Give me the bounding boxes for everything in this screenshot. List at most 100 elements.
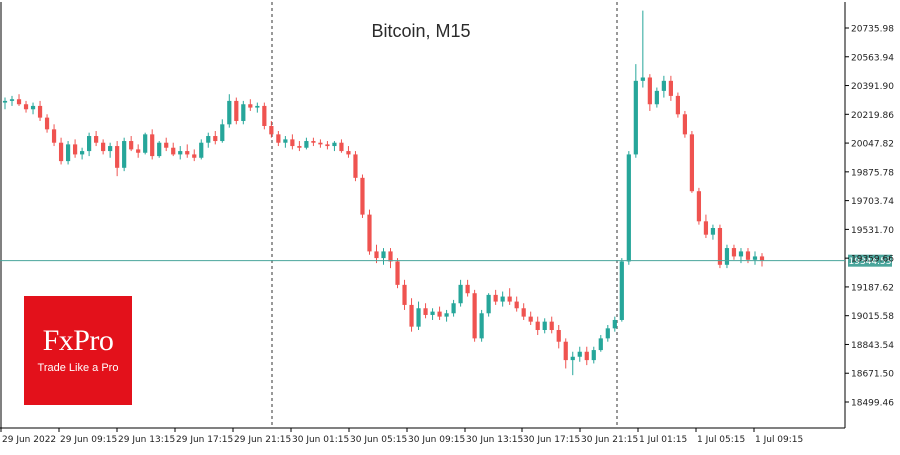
x-tick-label: 1 Jul 05:15 [697, 435, 745, 445]
candle-body [654, 90, 659, 105]
x-tick-label: 29 Jun 2022 [2, 435, 56, 445]
candle-body [101, 142, 106, 152]
candle-body [290, 139, 295, 147]
candle-body [143, 134, 148, 153]
candle [556, 324, 561, 349]
candle-body [248, 104, 253, 108]
candle [353, 151, 358, 182]
candle-body [619, 261, 624, 320]
candle-body [458, 284, 463, 304]
y-tick-label: 20047.82 [851, 140, 894, 150]
candle [619, 258, 624, 322]
candle-body [374, 251, 379, 259]
candle [16, 94, 22, 106]
candle-body [311, 141, 316, 143]
candle-body [108, 146, 113, 152]
candle-body [157, 142, 162, 157]
candle-body [129, 141, 134, 150]
candle [192, 149, 197, 162]
candle-body [731, 248, 737, 257]
x-tick-label: 29 Jun 13:15 [118, 435, 175, 445]
candle-body [542, 321, 547, 331]
candle [332, 141, 337, 152]
candle-body [346, 151, 351, 155]
candle-body [661, 80, 666, 91]
candle [65, 141, 71, 165]
candle-body [23, 104, 29, 110]
candle-body [682, 114, 688, 135]
candle-body [297, 146, 302, 148]
candle [115, 141, 120, 177]
candle-body [591, 350, 596, 361]
y-tick-label: 18671.50 [851, 370, 894, 380]
candle [647, 74, 652, 111]
candle [696, 187, 702, 225]
candle [213, 131, 218, 145]
candle [402, 279, 407, 310]
candle [311, 137, 316, 147]
candle [675, 92, 680, 118]
candle-body [213, 136, 218, 142]
candle-body [612, 319, 617, 329]
y-tick-label: 18499.46 [851, 399, 894, 409]
candle-body [79, 151, 85, 155]
candle [682, 110, 688, 138]
candle-body [353, 154, 358, 178]
candle-body [199, 142, 204, 158]
candle [528, 311, 533, 325]
candle-body [178, 151, 183, 155]
candle-body [444, 313, 449, 317]
candle [479, 309, 484, 342]
candle [570, 351, 575, 376]
x-tick-label: 29 Jun 09:15 [60, 435, 117, 445]
candle-body [640, 77, 645, 81]
candle [108, 142, 113, 158]
candle [626, 151, 631, 265]
candle [171, 142, 176, 157]
candle-body [500, 296, 505, 302]
candle [37, 100, 43, 121]
candle [101, 139, 106, 155]
y-tick-label: 19187.62 [851, 283, 894, 293]
candle-body [759, 256, 765, 261]
candle-body [72, 144, 78, 155]
candle [689, 131, 695, 193]
candle-body [507, 296, 512, 302]
candle-body [227, 100, 232, 125]
candle-body [563, 341, 568, 361]
candle [395, 258, 400, 289]
candle [290, 134, 295, 150]
candle [654, 87, 659, 108]
candle [227, 94, 232, 128]
candle-body [241, 104, 246, 121]
x-tick-label: 29 Jun 17:15 [176, 435, 233, 445]
candle-body [570, 356, 575, 361]
candle [23, 100, 29, 113]
candle-body [738, 251, 744, 257]
y-tick-label: 20563.94 [851, 53, 894, 63]
candle-body [185, 151, 190, 155]
candle-body [668, 80, 673, 96]
candle [304, 137, 309, 150]
x-tick-label: 30 Jun 05:15 [350, 435, 407, 445]
candle-body [220, 124, 225, 142]
candle [374, 244, 379, 264]
candle-body [626, 154, 631, 262]
candle [430, 308, 435, 320]
candle [206, 132, 211, 148]
candle [367, 209, 372, 255]
candle-body [577, 351, 582, 357]
candle-body [51, 129, 57, 143]
candle [507, 288, 512, 305]
candle-body [710, 227, 716, 235]
candle-body [269, 125, 274, 135]
candle-body [633, 80, 638, 155]
candle-body [94, 136, 99, 143]
candle-body [584, 351, 589, 361]
candle-body [689, 134, 695, 192]
candle [283, 136, 288, 148]
candle [514, 296, 519, 312]
candle [262, 102, 267, 130]
y-tick-label: 18843.54 [851, 341, 894, 351]
candle [612, 316, 617, 332]
